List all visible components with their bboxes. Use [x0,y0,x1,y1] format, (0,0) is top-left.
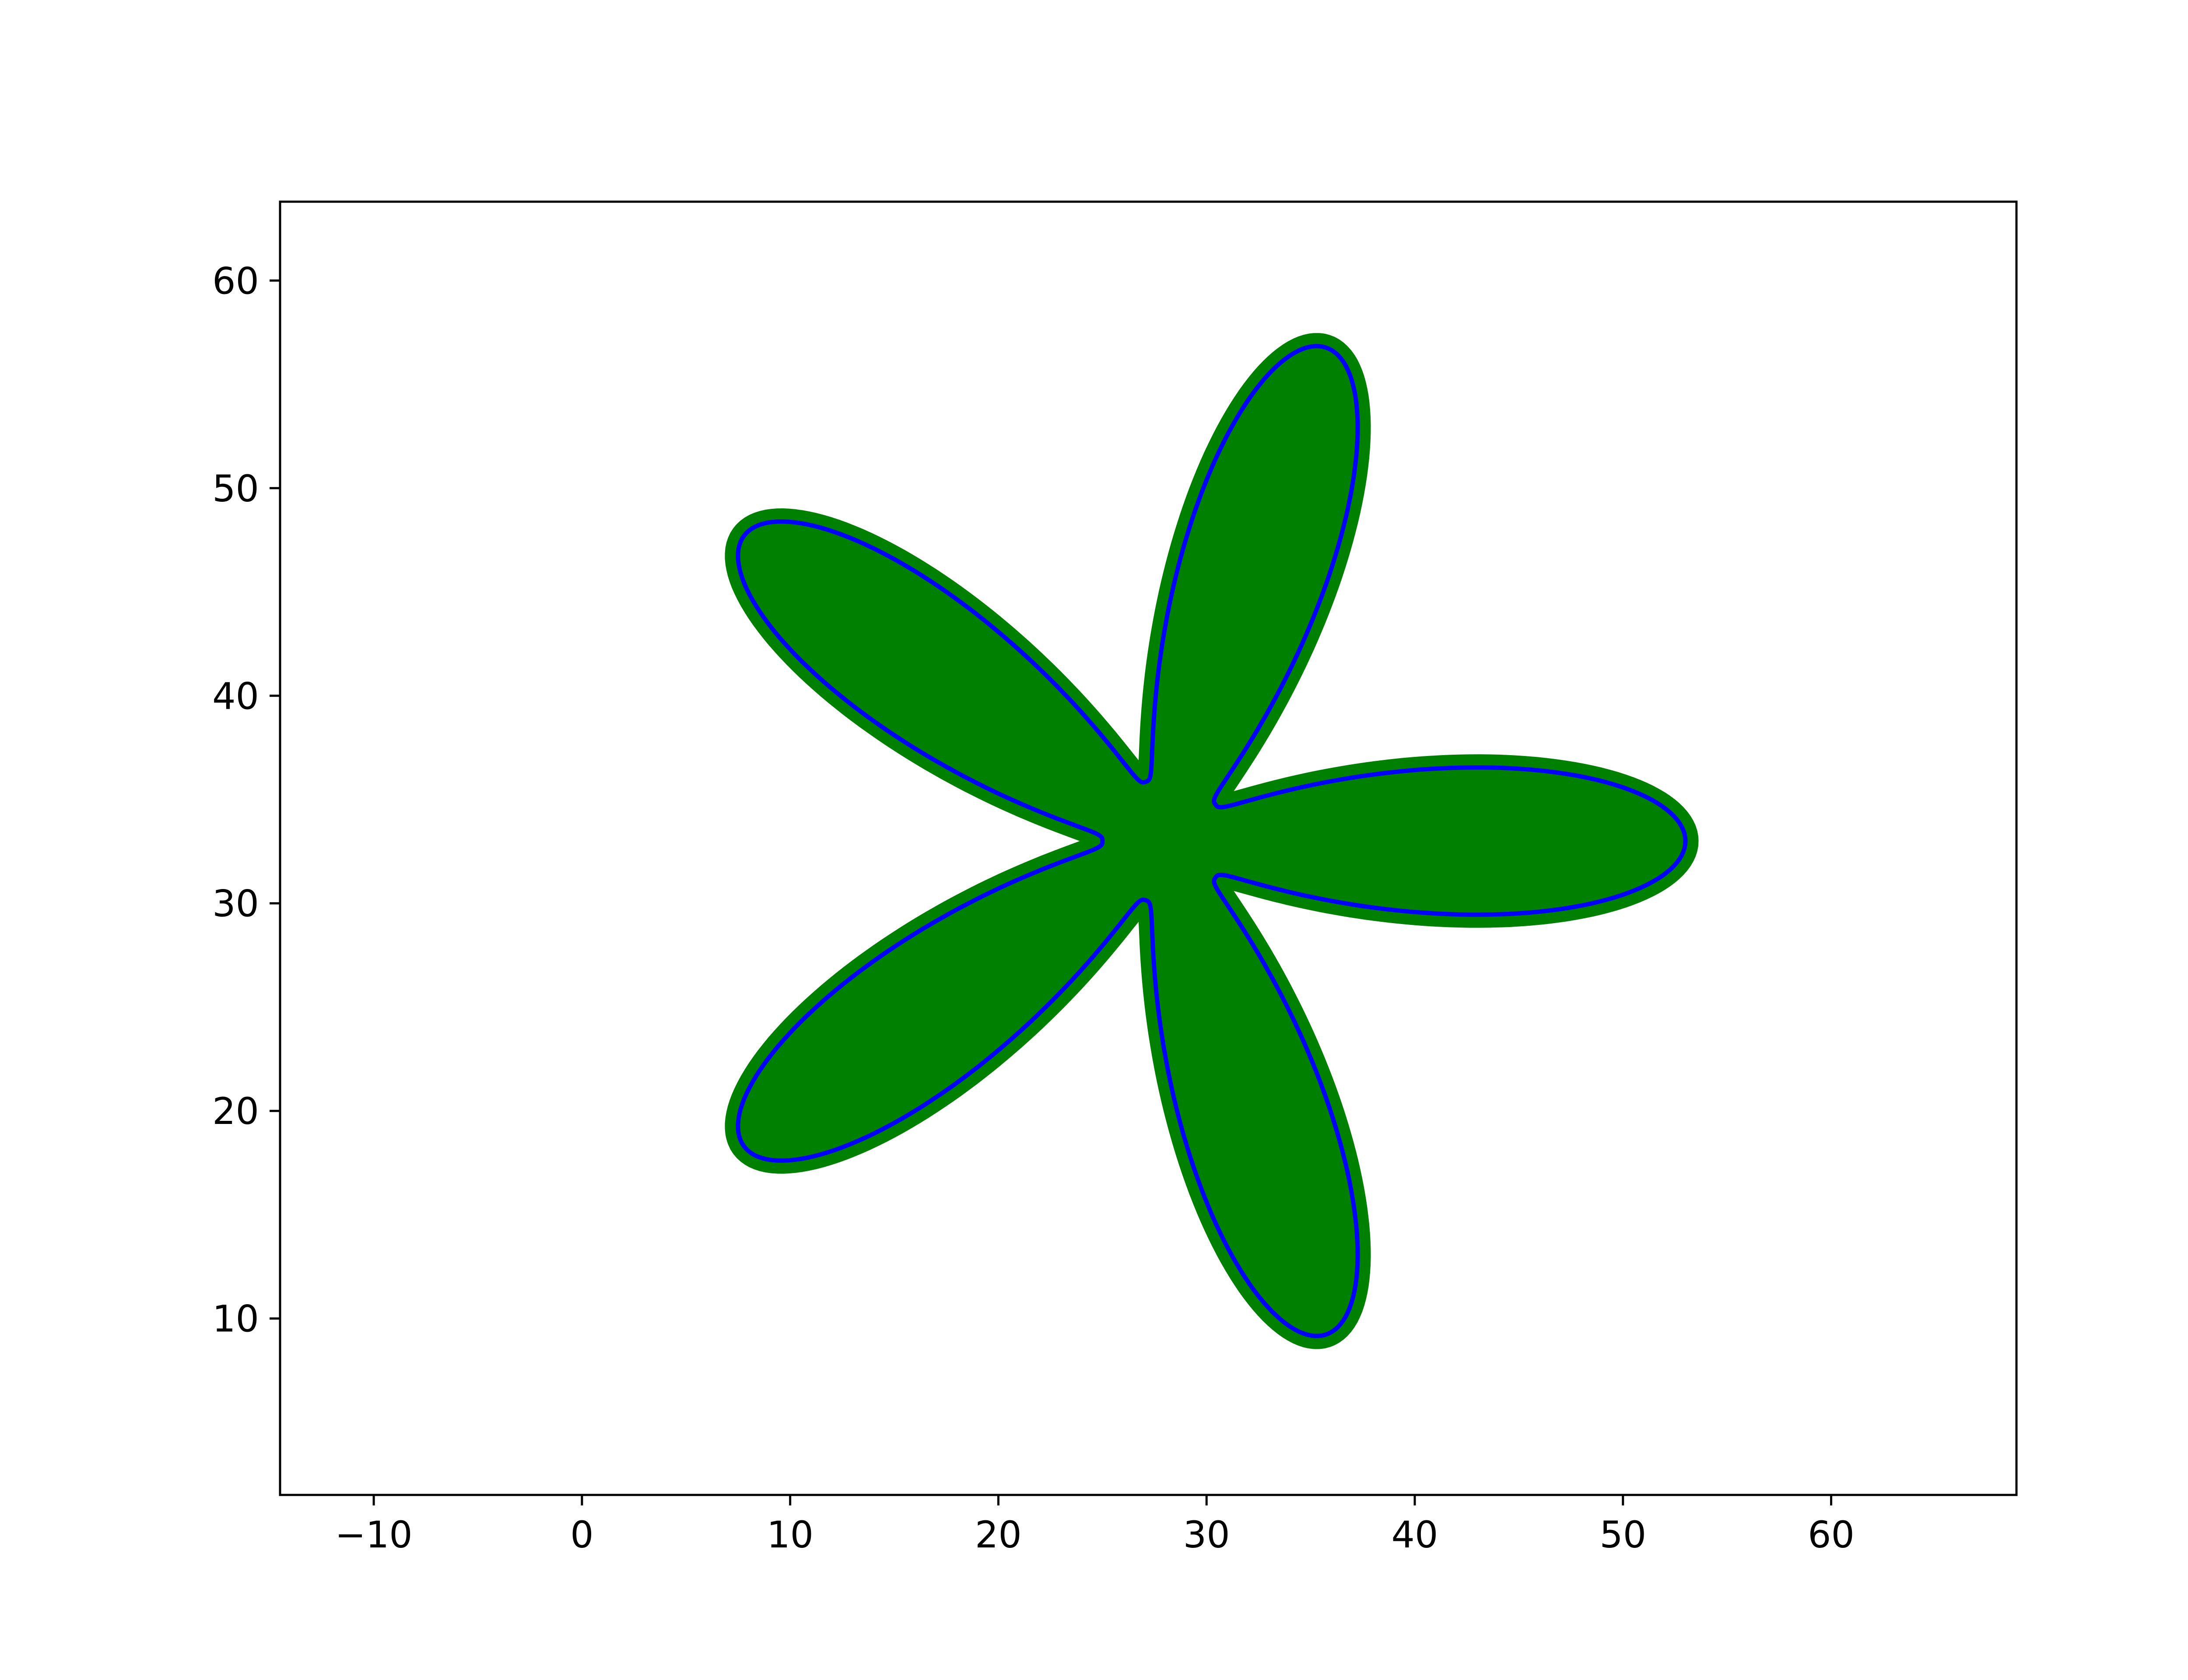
y-tick-label: 20 [212,1090,259,1133]
y-tick-label: 50 [212,467,259,510]
x-tick-label: 40 [1392,1513,1438,1556]
y-tick-label: 40 [212,675,259,718]
plot-area [725,333,1699,1349]
x-tick-label: 10 [767,1513,813,1556]
x-tick-label: 50 [1599,1513,1646,1556]
axis-ticks: −10 0 10 20 30 40 50 60 10 20 30 40 50 60 [212,259,1855,1556]
y-tick-label: 10 [212,1298,259,1340]
flower-outline [736,344,1688,1338]
y-tick-label: 60 [212,259,259,302]
x-tick-label: 20 [975,1513,1022,1556]
axes-frame [279,200,2018,1496]
x-tick-label: 0 [570,1513,593,1556]
y-tick-label: 30 [212,882,259,925]
x-tick-label: 30 [1183,1513,1230,1556]
x-tick-label: 60 [1808,1513,1855,1556]
x-tick-label: −10 [335,1513,412,1556]
